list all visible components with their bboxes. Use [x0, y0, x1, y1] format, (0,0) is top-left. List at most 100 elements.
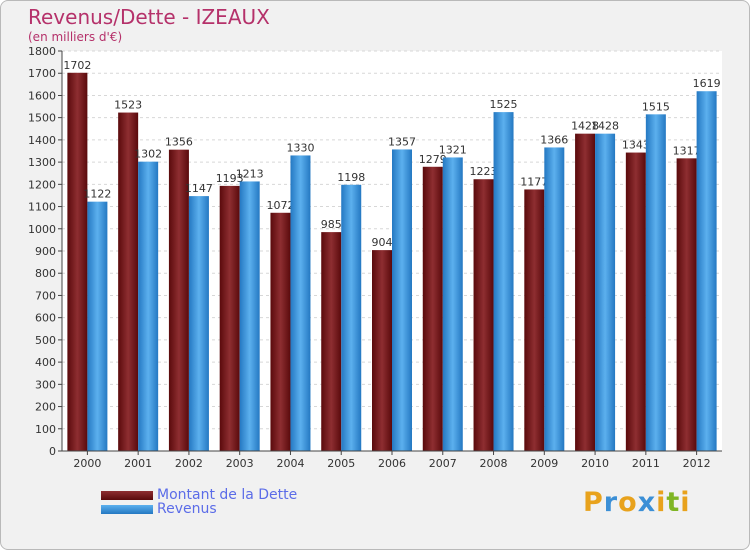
y-tick-label: 400	[35, 356, 56, 369]
bar-revenus	[290, 155, 311, 451]
data-label-dette: 1223	[470, 165, 498, 178]
proxiti-logo: Proxiti	[583, 487, 691, 518]
data-label-revenus: 1515	[642, 100, 670, 113]
data-label-revenus: 1198	[337, 171, 365, 184]
data-label-revenus: 1302	[134, 148, 162, 161]
data-label-dette: 1317	[673, 144, 701, 157]
x-tick-label: 2005	[327, 457, 355, 470]
data-label-dette: 1702	[63, 59, 91, 72]
y-tick-label: 0	[49, 445, 56, 458]
y-tick-label: 600	[35, 312, 56, 325]
logo-letter: o	[618, 487, 638, 518]
bar-revenus	[595, 133, 616, 451]
y-tick-label: 1100	[28, 201, 56, 214]
x-tick-label: 2003	[226, 457, 254, 470]
y-tick-label: 1800	[28, 45, 56, 58]
bar-dette	[676, 158, 697, 452]
y-tick-label: 900	[35, 245, 56, 258]
bar-revenus	[341, 184, 362, 451]
y-tick-label: 300	[35, 378, 56, 391]
bar-dette	[625, 152, 646, 452]
x-tick-label: 2002	[175, 457, 203, 470]
y-tick-label: 500	[35, 334, 56, 347]
bar-revenus	[239, 181, 260, 451]
data-label-dette: 1193	[216, 172, 244, 185]
bar-dette	[321, 232, 342, 451]
x-tick-label: 2007	[429, 457, 457, 470]
y-tick-label: 1700	[28, 67, 56, 80]
bar-revenus	[188, 196, 209, 451]
data-label-dette: 1177	[520, 175, 548, 188]
data-label-revenus: 1213	[236, 167, 264, 180]
data-label-revenus: 1122	[83, 188, 111, 201]
y-tick-label: 1400	[28, 134, 56, 147]
bar-revenus	[544, 147, 565, 451]
logo-letter: t	[666, 487, 681, 518]
x-tick-label: 2000	[73, 457, 101, 470]
bar-revenus	[645, 114, 666, 451]
x-tick-label: 2009	[530, 457, 558, 470]
x-tick-label: 2004	[276, 457, 304, 470]
chart-subtitle: (en milliers d'€)	[28, 30, 123, 44]
logo-letter: i	[680, 487, 691, 518]
data-label-dette: 1343	[622, 139, 650, 152]
data-label-revenus: 1619	[693, 77, 721, 90]
x-tick-label: 2008	[480, 457, 508, 470]
x-tick-label: 2012	[683, 457, 711, 470]
bar-dette	[524, 189, 545, 451]
bar-dette	[422, 166, 443, 451]
legend-label-dette: Montant de la Dette	[157, 487, 298, 503]
data-label-revenus: 1147	[185, 182, 213, 195]
data-label-dette: 1428	[571, 120, 599, 133]
y-tick-label: 800	[35, 267, 56, 280]
data-label-dette: 1523	[114, 99, 142, 112]
bar-dette	[270, 212, 291, 451]
data-label-dette: 985	[321, 218, 342, 231]
x-tick-label: 2001	[124, 457, 152, 470]
logo-letter: r	[603, 487, 619, 518]
y-tick-label: 200	[35, 401, 56, 414]
data-label-revenus: 1330	[286, 141, 314, 154]
bar-dette	[219, 185, 240, 451]
chart-title: Revenus/Dette - IZEAUX	[28, 5, 270, 29]
bar-dette	[168, 149, 189, 451]
bar-dette	[67, 72, 88, 452]
data-label-revenus: 1525	[490, 98, 518, 111]
y-tick-label: 1000	[28, 223, 56, 236]
x-tick-label: 2010	[581, 457, 609, 470]
bar-dette	[473, 179, 494, 451]
y-tick-label: 1300	[28, 156, 56, 169]
bar-revenus	[87, 201, 108, 451]
data-label-revenus: 1321	[439, 143, 467, 156]
bar-revenus	[138, 161, 159, 451]
data-label-dette: 1279	[419, 153, 447, 166]
legend-swatch-dette	[101, 491, 153, 500]
logo-letter: i	[656, 487, 667, 518]
bar-dette	[118, 112, 139, 452]
legend-swatch-revenus	[101, 505, 153, 514]
data-label-dette: 1356	[165, 136, 193, 149]
y-tick-label: 100	[35, 423, 56, 436]
data-label-revenus: 1428	[591, 120, 619, 133]
x-tick-label: 2006	[378, 457, 406, 470]
data-label-revenus: 1357	[388, 135, 416, 148]
y-tick-label: 1600	[28, 89, 56, 102]
y-tick-label: 1500	[28, 112, 56, 125]
bar-dette	[575, 133, 596, 451]
bar-revenus	[392, 149, 412, 451]
logo-letter: P	[583, 487, 604, 518]
data-label-revenus: 1366	[540, 133, 568, 146]
bar-dette	[372, 250, 392, 451]
logo-letter: x	[637, 487, 657, 518]
data-label-dette: 904	[372, 236, 393, 249]
bar-revenus	[696, 91, 717, 451]
x-tick-label: 2011	[632, 457, 660, 470]
bar-revenus	[493, 112, 514, 451]
y-tick-label: 1200	[28, 178, 56, 191]
legend-label-revenus: Revenus	[157, 501, 217, 517]
bar-revenus	[442, 157, 463, 451]
data-label-dette: 1072	[266, 199, 294, 212]
y-tick-label: 700	[35, 289, 56, 302]
